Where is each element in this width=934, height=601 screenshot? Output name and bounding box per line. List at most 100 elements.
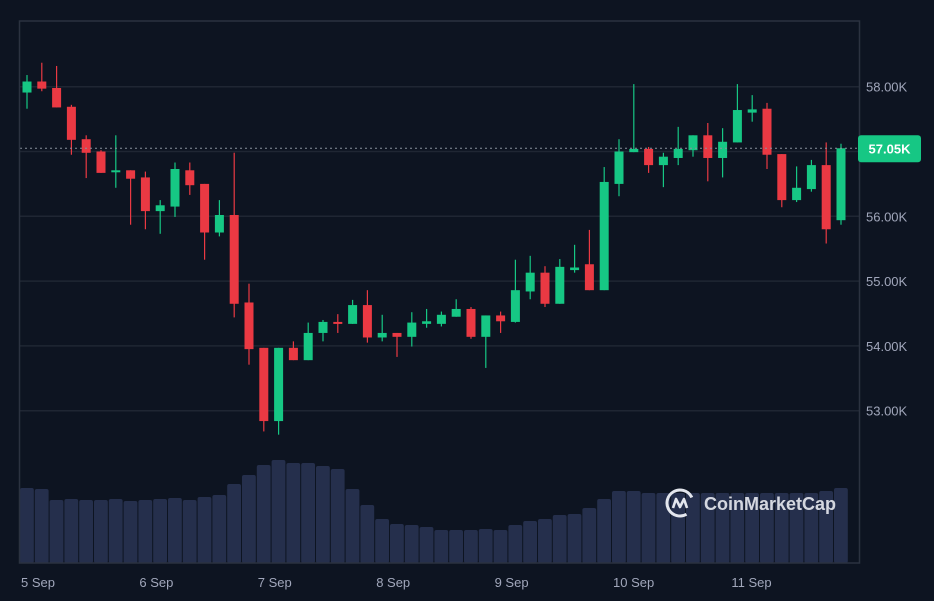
candle-up[interactable]	[570, 244, 580, 273]
candle-up[interactable]	[422, 308, 432, 328]
candle-body	[718, 141, 728, 158]
candle-down[interactable]	[821, 142, 831, 244]
volume-bar	[804, 493, 819, 563]
candle-down[interactable]	[81, 135, 91, 179]
candle-up[interactable]	[170, 162, 180, 217]
volume-bar	[34, 489, 49, 563]
candle-down[interactable]	[37, 62, 47, 92]
candle-body	[584, 264, 594, 291]
candle-down[interactable]	[540, 266, 550, 308]
candle-down[interactable]	[244, 283, 254, 365]
candle-down[interactable]	[584, 229, 594, 291]
candle-body	[614, 151, 624, 184]
candle-up[interactable]	[510, 259, 520, 323]
candle-up[interactable]	[673, 126, 683, 166]
candle-up[interactable]	[806, 159, 816, 192]
x-axis: 5 Sep 6 Sep 7 Sep 8 Sep 9 Sep 10 Sep 11 Sep	[21, 575, 772, 590]
candle-down[interactable]	[362, 290, 372, 343]
candle-up[interactable]	[747, 95, 757, 122]
candle-up[interactable]	[274, 347, 284, 435]
volume-bar	[834, 488, 848, 563]
candle-body	[570, 267, 580, 271]
candle-up[interactable]	[436, 311, 446, 327]
y-tick-label: 58.00K	[866, 80, 908, 95]
volume-bar	[671, 493, 685, 563]
candle-down[interactable]	[229, 152, 239, 318]
candle-down[interactable]	[126, 170, 136, 225]
volume-bar	[123, 501, 138, 563]
candle-down[interactable]	[200, 183, 210, 260]
candle-down[interactable]	[703, 122, 713, 182]
volume-bar	[523, 521, 537, 563]
candle-body	[126, 170, 136, 179]
y-tick-label: 54.00K	[866, 339, 908, 354]
candle-down[interactable]	[762, 102, 772, 169]
candle-body	[629, 148, 639, 153]
candle-body	[81, 139, 91, 153]
volume-bar	[730, 493, 745, 563]
current-price-badge: 57.05K	[858, 135, 921, 163]
candle-down[interactable]	[392, 332, 402, 357]
candle-up[interactable]	[614, 139, 624, 197]
candle-down[interactable]	[777, 154, 787, 208]
candle-body	[481, 315, 491, 337]
candle-up[interactable]	[481, 315, 491, 368]
candle-down[interactable]	[52, 65, 62, 108]
volume-bar	[612, 491, 626, 563]
volume-bar	[686, 493, 700, 563]
candle-up[interactable]	[732, 84, 742, 143]
volume-bars	[20, 460, 848, 563]
candle-body	[777, 154, 787, 201]
volume-bar	[552, 515, 567, 563]
candle-up[interactable]	[555, 259, 565, 304]
candle-up[interactable]	[836, 143, 846, 225]
candle-up[interactable]	[318, 319, 328, 342]
candle-up[interactable]	[377, 314, 387, 342]
candle-body	[200, 183, 210, 233]
candle-body	[140, 177, 150, 212]
candle-down[interactable]	[140, 171, 150, 230]
candle-down[interactable]	[466, 307, 476, 339]
candle-body	[229, 215, 239, 304]
candlesticks	[22, 62, 846, 435]
volume-bar	[760, 493, 774, 563]
candle-up[interactable]	[451, 299, 461, 317]
plot-frame	[18, 20, 861, 564]
candle-down[interactable]	[496, 311, 506, 333]
candle-up[interactable]	[792, 166, 802, 203]
candle-up[interactable]	[303, 322, 313, 361]
candle-up[interactable]	[525, 255, 535, 300]
candle-body	[52, 87, 62, 108]
candle-down[interactable]	[185, 162, 195, 195]
volume-bar	[227, 484, 241, 563]
candle-up[interactable]	[22, 75, 32, 109]
candle-up[interactable]	[688, 135, 698, 157]
candle-down[interactable]	[333, 314, 343, 333]
candle-up[interactable]	[348, 299, 358, 324]
candle-body	[348, 305, 358, 324]
volume-bar	[745, 493, 759, 563]
candle-up[interactable]	[658, 152, 668, 188]
volume-bar	[508, 525, 523, 563]
x-tick-label: 6 Sep	[139, 575, 173, 590]
candle-body	[644, 148, 654, 166]
candle-down[interactable]	[644, 146, 654, 173]
candle-up[interactable]	[407, 312, 417, 347]
candle-body	[244, 302, 254, 350]
candle-down[interactable]	[96, 150, 106, 173]
candle-body	[806, 165, 816, 190]
volume-bar	[567, 514, 582, 563]
candle-up[interactable]	[155, 200, 165, 234]
candle-up[interactable]	[111, 135, 121, 188]
x-tick-label: 11 Sep	[731, 575, 771, 590]
candle-up[interactable]	[718, 128, 728, 178]
candle-up[interactable]	[629, 84, 639, 153]
candle-down[interactable]	[259, 347, 269, 432]
candle-up[interactable]	[214, 200, 224, 237]
candle-down[interactable]	[288, 341, 298, 361]
candle-up[interactable]	[599, 167, 609, 291]
volume-bar	[212, 495, 227, 563]
candle-body	[66, 106, 76, 140]
candle-down[interactable]	[66, 104, 76, 155]
